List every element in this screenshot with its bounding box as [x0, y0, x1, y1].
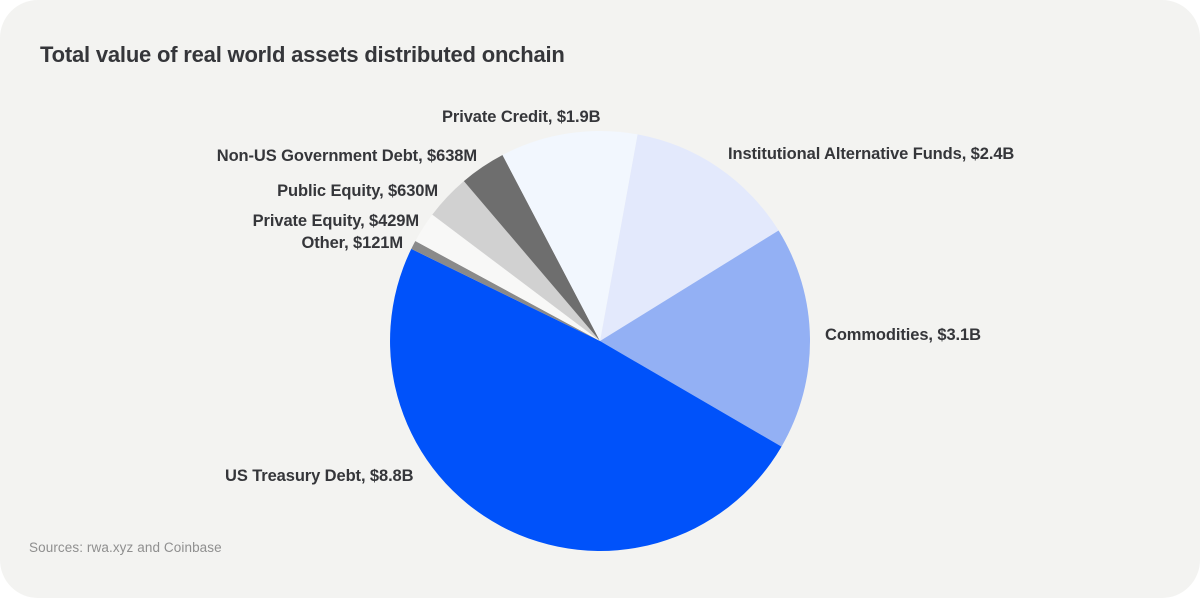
slice-label-public-equity: Public Equity, $630M [277, 182, 438, 200]
pie-slice-us-treasury-debt [390, 248, 782, 551]
pie-slice-commodities [600, 230, 811, 447]
pie-slice-public-equity [432, 181, 600, 341]
slice-label-non-us-government-debt: Non-US Government Debt, $638M [216, 147, 477, 165]
pie-slice-non-us-government-debt [463, 155, 600, 341]
pie-slice-private-credit [502, 130, 638, 341]
source-note: Sources: rwa.xyz and Coinbase [29, 540, 222, 555]
slice-label-other: Other, $121M [301, 234, 403, 252]
chart-title: Total value of real world assets distrib… [40, 42, 565, 67]
slice-label-us-treasury-debt: US Treasury Debt, $8.8B [225, 467, 414, 485]
slice-label-institutional-alternative-funds: Institutional Alternative Funds, $2.4B [728, 145, 1015, 163]
pie-slice-private-equity [415, 214, 600, 341]
slice-label-private-equity: Private Equity, $429M [252, 212, 419, 230]
pie-slice-institutional-alternative-funds [600, 134, 779, 341]
pie-slice-other [411, 241, 600, 341]
slice-label-private-credit: Private Credit, $1.9B [442, 108, 601, 126]
slice-label-commodities: Commodities, $3.1B [825, 326, 981, 344]
